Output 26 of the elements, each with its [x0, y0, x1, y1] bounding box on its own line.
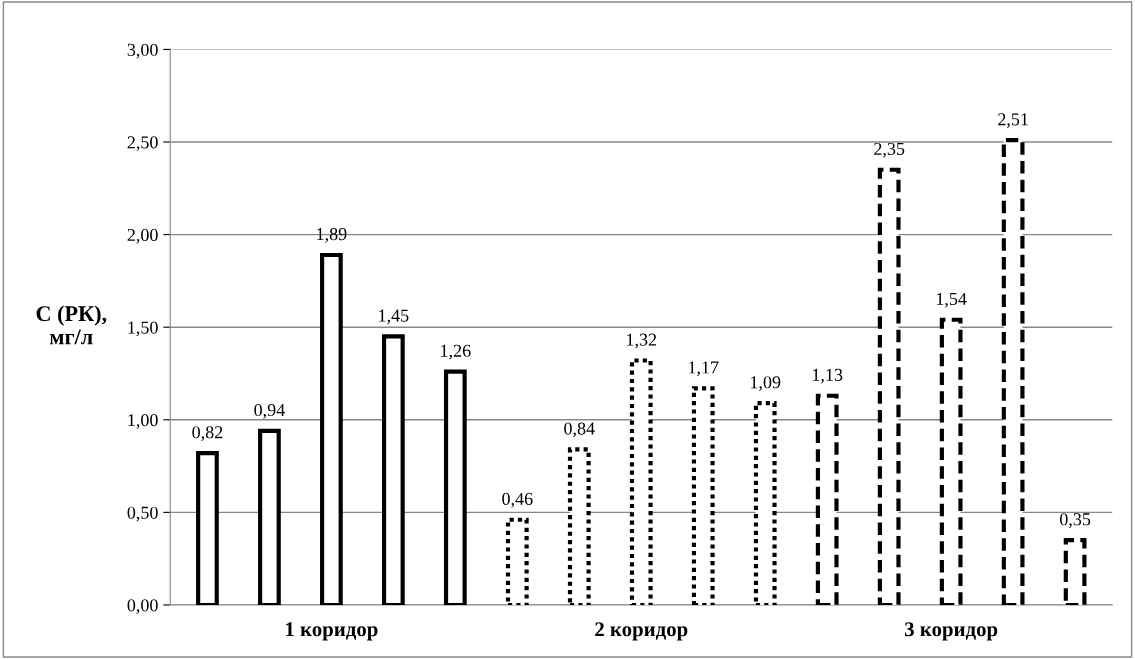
y-tick-label: 2,00 — [127, 228, 158, 244]
data-label: 0,46 — [502, 492, 533, 508]
y-tick-label: 1,50 — [128, 321, 158, 337]
data-label: 1,26 — [441, 344, 471, 360]
y-tick-label: 3,00 — [127, 43, 158, 59]
x-tick-label: 1 коридор — [286, 622, 378, 641]
x-tick-label: 3 коридор — [905, 622, 998, 641]
data-label: 1,09 — [751, 376, 781, 391]
data-label: 2,35 — [874, 142, 905, 158]
data-label: 1,45 — [379, 309, 409, 325]
data-label: 1,17 — [689, 361, 719, 377]
y-axis-title: С (РК), мг/л — [36, 305, 107, 345]
data-label: 0,94 — [254, 403, 285, 419]
data-label: 2,51 — [998, 113, 1028, 128]
data-label: 1,32 — [627, 333, 657, 349]
data-label: 1,89 — [317, 228, 347, 243]
y-tick-label: 0,50 — [127, 506, 158, 522]
data-label: 0,35 — [1060, 513, 1091, 528]
y-tick-label: 0,00 — [127, 599, 158, 614]
data-label: 0,84 — [564, 422, 595, 438]
data-label: 0,82 — [192, 426, 223, 441]
data-label: 1,54 — [936, 292, 967, 308]
y-tick-label: 1,00 — [128, 414, 158, 429]
x-tick-label: 2 коридор — [595, 622, 688, 641]
data-label: 1,13 — [813, 368, 843, 384]
y-tick-label: 2,50 — [127, 136, 158, 152]
